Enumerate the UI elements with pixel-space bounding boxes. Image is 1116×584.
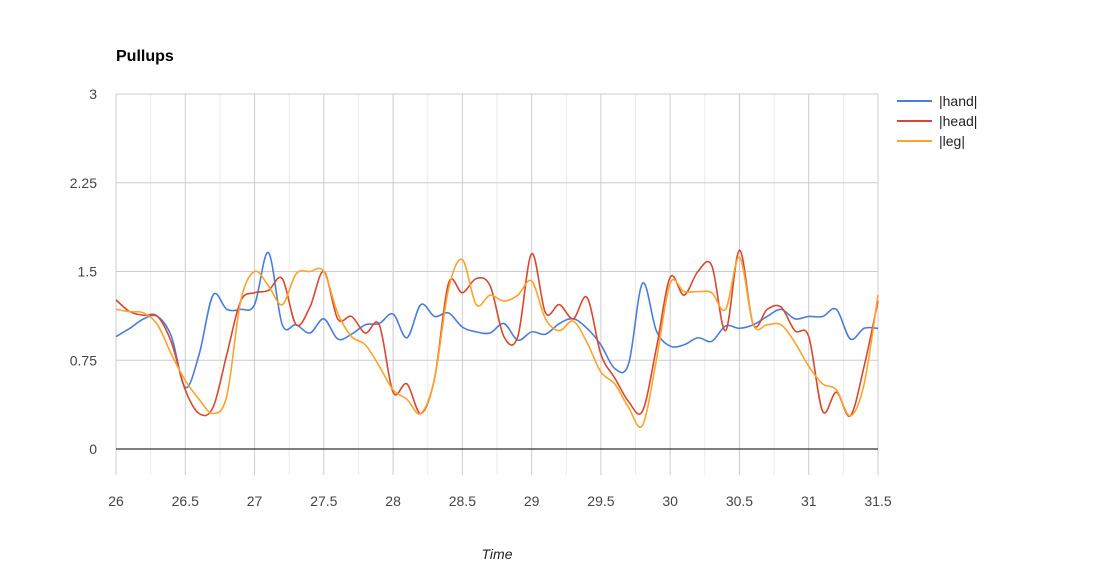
legend-item: |hand| [897, 93, 977, 109]
chart-title: Pullups [116, 48, 174, 65]
y-axis-ticks: 0 0.75 1.5 2.25 3 [70, 86, 97, 457]
x-tick-label: 31.5 [864, 493, 891, 509]
y-tick-label: 0 [89, 441, 97, 457]
y-tick-label: 2.25 [70, 175, 97, 191]
x-tick-label: 31 [801, 493, 817, 509]
x-tick-label: 30 [662, 493, 678, 509]
x-tick-label: 30.5 [726, 493, 753, 509]
legend-label: |leg| [939, 133, 965, 149]
x-tick-label: 28 [385, 493, 401, 509]
y-tick-label: 1.5 [78, 264, 98, 280]
legend-label: |head| [939, 113, 977, 129]
x-tick-label: 26.5 [172, 493, 199, 509]
x-axis-ticks: 26 26.5 27 27.5 28 28.5 29 29.5 30 30.5 31 31.5 [108, 493, 892, 509]
series-line-leg [115, 256, 879, 428]
x-tick-label: 27 [247, 493, 263, 509]
legend-label: |hand| [939, 93, 977, 109]
x-tick-label: 29 [524, 493, 540, 509]
x-tick-label: 29.5 [587, 493, 614, 509]
grid-lines [115, 93, 879, 475]
legend-item: |leg| [897, 133, 965, 149]
x-tick-label: 28.5 [449, 493, 476, 509]
legend-item: |head| [897, 113, 977, 129]
series-lines [115, 249, 879, 428]
legend: |hand| |head| |leg| [897, 93, 977, 149]
x-tick-label: 26 [108, 493, 124, 509]
y-tick-label: 3 [89, 86, 97, 102]
series-line-hand [115, 251, 879, 389]
x-axis-label: Time [482, 546, 513, 562]
y-tick-label: 0.75 [70, 352, 97, 368]
x-tick-label: 27.5 [310, 493, 337, 509]
